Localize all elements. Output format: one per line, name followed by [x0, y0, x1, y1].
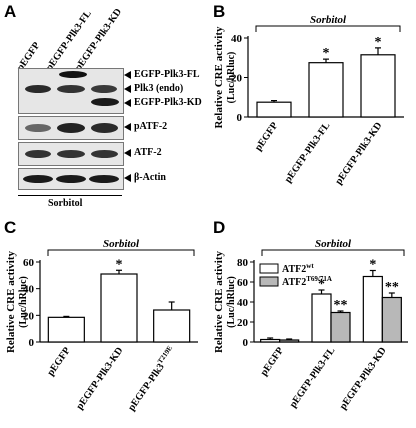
y-tick-label: 40 — [23, 284, 35, 296]
band-plk3-endo-1 — [25, 85, 51, 93]
significance-marker: * — [375, 35, 382, 50]
band-actin-2 — [56, 175, 86, 183]
x-category-superscript: T219E — [156, 344, 174, 365]
sorbitol-label: Sorbitol — [310, 14, 347, 26]
y-tick-label: 40 — [231, 33, 243, 45]
arrowhead-icon — [124, 70, 131, 79]
panel-a-letter: A — [4, 2, 17, 21]
bar — [311, 293, 332, 343]
legend-swatch — [259, 263, 279, 274]
y-axis-label: Relative CRE activity — [213, 26, 225, 129]
legend-label: ATF2wt — [282, 262, 314, 275]
y-axis-unit: (Luc/hRluc) — [226, 276, 237, 328]
arrowhead-icon — [124, 173, 131, 182]
x-category-label: pEGFP-Plk3-KD — [74, 345, 125, 411]
bar — [360, 54, 396, 118]
sorbitol-bracket — [255, 25, 401, 32]
bar — [330, 311, 351, 343]
legend-swatch — [259, 276, 279, 287]
arrowhead-icon — [124, 98, 131, 107]
y-axis-unit: (Luc/hRluc) — [18, 276, 29, 328]
blot-atf2 — [18, 142, 124, 166]
legend-superscript: wt — [306, 262, 314, 270]
bar — [381, 296, 402, 343]
y-tick-label: 20 — [237, 317, 249, 329]
x-category-label: pEGFP — [259, 345, 286, 378]
significance-marker: * — [318, 277, 325, 292]
label-beta-actin: β-Actin — [124, 172, 166, 183]
panel-b-letter: B — [213, 2, 226, 21]
band-actin-3 — [89, 175, 119, 183]
y-tick-label: 0 — [237, 112, 243, 124]
x-category-label: pEGFP-Plk3-FL — [288, 345, 338, 410]
legend-superscript: T69/71A — [306, 275, 332, 283]
sorbitol-label: Sorbitol — [315, 238, 352, 250]
y-axis-label: Relative CRE activity — [213, 250, 225, 353]
significance-marker: * — [323, 46, 330, 61]
x-category-label: pEGFP — [253, 120, 280, 153]
blot-plk3 — [18, 68, 124, 114]
arrowhead-icon — [124, 122, 131, 131]
bar — [308, 62, 344, 118]
arrowhead-icon — [124, 148, 131, 157]
bar — [256, 101, 292, 118]
y-axis-unit: (Luc/hRluc) — [226, 52, 237, 104]
y-tick-label: 60 — [23, 257, 35, 269]
x-category-label: pEGFP-Plk3-KD — [338, 345, 389, 411]
y-axis-label: Relative CRE activity — [5, 250, 17, 353]
band-patf2-1 — [25, 124, 51, 132]
band-patf2-3 — [91, 123, 118, 133]
arrowhead-icon — [124, 84, 131, 93]
x-category-label: pEGFP-Plk3T219E — [125, 344, 179, 413]
label-atf2: ATF-2 — [124, 147, 162, 158]
label-plk3-endo: Plk3 (endo) — [124, 83, 183, 94]
label-patf2: pATF-2 — [124, 121, 167, 132]
y-tick-label: 40 — [237, 297, 249, 309]
bar — [362, 275, 383, 343]
bar — [100, 273, 138, 343]
band-plk3-endo-3 — [91, 85, 117, 93]
significance-marker: ** — [334, 298, 348, 313]
band-patf2-2 — [57, 123, 85, 133]
bar — [279, 339, 300, 343]
bar — [153, 309, 191, 343]
sorbitol-bracket — [47, 249, 195, 256]
y-tick-label: 60 — [237, 277, 249, 289]
bar — [47, 316, 85, 343]
blot-actin — [18, 168, 124, 190]
y-tick-label: 0 — [243, 337, 249, 349]
band-plk3-endo-2 — [57, 85, 85, 93]
label-egfp-plk3-fl: EGFP-Plk3-FL — [124, 69, 200, 80]
x-category-label: pEGFP-Plk3-KD — [333, 120, 384, 186]
sorbitol-bracket — [261, 249, 405, 256]
sorbitol-bracket-a — [18, 195, 122, 196]
panel-d-letter: D — [213, 218, 226, 237]
band-atf2-3 — [91, 150, 118, 158]
blot-patf2 — [18, 116, 124, 140]
y-tick-label: 0 — [29, 337, 35, 349]
chart-d: Relative CRE activity (Luc/hRluc) 0 20 40 60 8… — [213, 238, 408, 412]
band-atf2-2 — [57, 150, 85, 158]
chart-b: Relative CRE activity (Luc/hRluc)0 20 40 Sor… — [213, 14, 404, 187]
significance-marker: * — [116, 257, 123, 272]
y-tick-label: 20 — [23, 310, 35, 322]
y-tick-label: 20 — [231, 73, 243, 85]
chart-c: Relative CRE activity (Luc/hRluc)0 20 40 60 S… — [5, 238, 198, 413]
sorbitol-label: Sorbitol — [103, 238, 140, 250]
band-egfp-plk3-kd — [91, 98, 119, 106]
x-category-label: pEGFP-Plk3-FL — [283, 120, 333, 185]
label-egfp-plk3-kd: EGFP-Plk3-KD — [124, 97, 202, 108]
band-egfp-plk3-fl — [59, 71, 87, 78]
band-atf2-1 — [25, 150, 51, 158]
y-tick-label: 80 — [237, 257, 249, 269]
band-actin-1 — [23, 175, 53, 183]
bar — [260, 338, 281, 343]
significance-marker: ** — [385, 280, 399, 295]
panel-c-letter: C — [4, 218, 17, 237]
sorbitol-label-a: Sorbitol — [48, 198, 83, 209]
significance-marker: * — [369, 258, 376, 273]
x-category-label: pEGFP — [45, 345, 72, 378]
